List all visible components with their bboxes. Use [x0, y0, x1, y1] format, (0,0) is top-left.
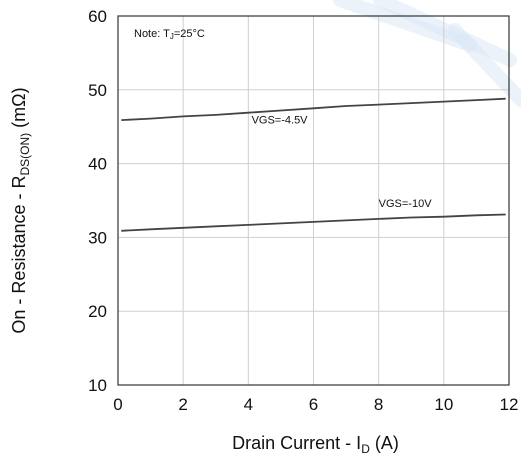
grid-lines [117, 15, 510, 386]
y-tick-label: 60 [88, 7, 107, 26]
note-text-main: Note: T [134, 28, 170, 40]
temperature-note: Note: TJ=25°C [134, 28, 205, 41]
plot-frame [117, 15, 510, 386]
series-lines [121, 97, 506, 232]
x-axis-title: Drain Current - ID (A) [232, 433, 399, 456]
x-axis-title-main: Drain Current - I [232, 433, 361, 453]
y-axis-title-tail: (mΩ) [9, 87, 29, 132]
x-tick-label: 0 [113, 395, 122, 414]
series-line [121, 213, 506, 232]
x-tick-label: 12 [500, 395, 519, 414]
y-axis-title-sub: DS(ON) [18, 133, 32, 176]
series-labels: VGS=-4.5V VGS=-10V [252, 115, 433, 210]
note-text-sub: J [170, 32, 174, 41]
x-tick-label: 10 [434, 395, 453, 414]
x-tick-label: 4 [244, 395, 253, 414]
y-tick-label: 30 [88, 228, 107, 247]
series-line [121, 97, 506, 121]
note-text-tail: =25°C [174, 28, 205, 40]
x-tick-label: 6 [309, 395, 318, 414]
x-axis-title-sub: D [361, 442, 370, 456]
x-tick-labels: 0 2 4 6 8 10 12 [113, 395, 518, 414]
y-tick-label: 40 [88, 155, 107, 174]
series-label: VGS=-4.5V [252, 115, 309, 127]
x-tick-label: 8 [374, 395, 383, 414]
y-axis-title-main: On - Resistance - R [9, 176, 29, 334]
y-tick-label: 20 [88, 302, 107, 321]
y-tick-label: 10 [88, 376, 107, 395]
series-label: VGS=-10V [379, 198, 433, 210]
y-tick-label: 50 [88, 81, 107, 100]
y-tick-labels: 10 20 30 40 50 60 [88, 7, 107, 395]
x-tick-label: 2 [178, 395, 187, 414]
y-axis-title: On - Resistance - RDS(ON) (mΩ) [9, 87, 32, 333]
x-axis-title-tail: (A) [370, 433, 399, 453]
